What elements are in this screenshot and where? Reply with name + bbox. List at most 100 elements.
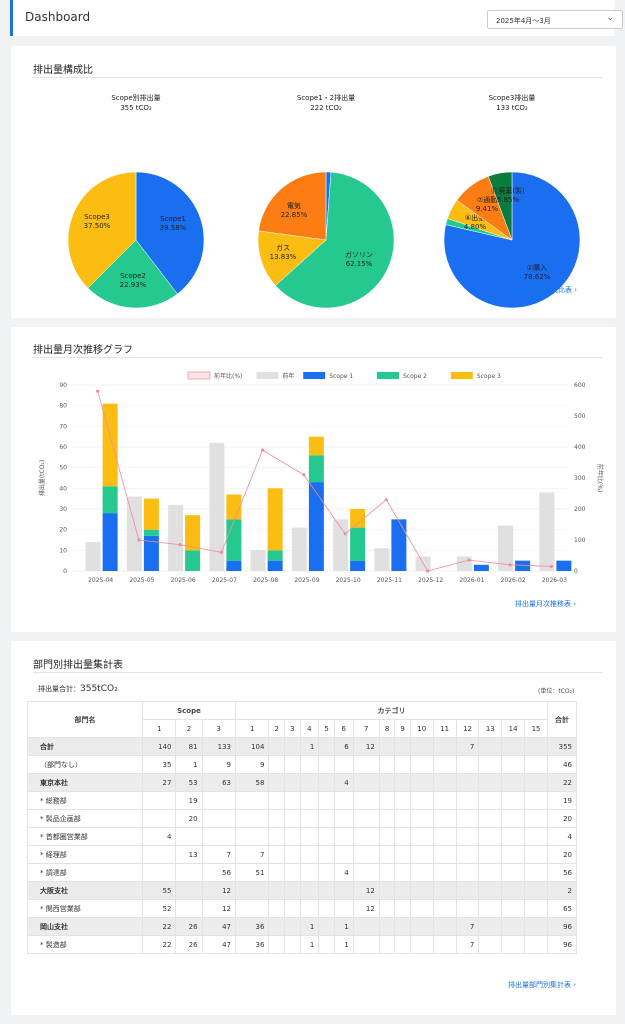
monthly-chart: 前年比(%) 前年 Scope 1 Scope 2 Scope 3 0 10 20 30 40 50… bbox=[38, 371, 604, 584]
scope-cell: 53 bbox=[175, 773, 203, 792]
cat-cell bbox=[378, 881, 396, 900]
y2-tick: 400 bbox=[574, 444, 586, 451]
monthly-table-link[interactable]: 排出量月次推移表 › bbox=[515, 600, 577, 608]
cat-cell bbox=[333, 899, 354, 918]
dept-table-link[interactable]: 排出量部門別集計表 › bbox=[508, 981, 577, 989]
bar-scope1 bbox=[556, 560, 572, 571]
bar-scope3 bbox=[185, 515, 201, 551]
cat-col-header: 1 bbox=[234, 719, 270, 738]
cat-cell bbox=[478, 809, 503, 828]
dept-table: 部門名 Scope カテゴリ 合計 1 2 3 1 2 3 4 5 6 7 8 9 10 11 12 13 14 15 合計… bbox=[27, 701, 577, 954]
scope-cell: 22 bbox=[141, 917, 177, 936]
y-tick: 40 bbox=[59, 485, 67, 492]
composition-table-link[interactable]: 排出量構成比表 › bbox=[523, 286, 578, 294]
dept-total-value: 355tCO₂ bbox=[80, 684, 118, 694]
cat-cell bbox=[378, 773, 396, 792]
scope-cell: 22 bbox=[141, 935, 177, 954]
cat-cell bbox=[478, 899, 503, 918]
x-tick: 2025-05 bbox=[129, 577, 154, 584]
scope-cell bbox=[141, 791, 177, 810]
cat-cell bbox=[318, 773, 335, 792]
cat-cell bbox=[299, 827, 320, 846]
cat-cell bbox=[318, 863, 335, 882]
cat-cell bbox=[394, 827, 411, 846]
total-cell: 355 bbox=[547, 737, 577, 756]
col-dept-name: 部門名 bbox=[27, 701, 143, 738]
cat-cell bbox=[378, 863, 396, 882]
y2-tick: 100 bbox=[574, 537, 586, 544]
cat-cell: 104 bbox=[234, 737, 270, 756]
cat-cell bbox=[394, 935, 411, 954]
cat-cell bbox=[455, 809, 480, 828]
cat-cell bbox=[501, 809, 526, 828]
ratio-point bbox=[302, 473, 306, 477]
cat-cell bbox=[394, 809, 411, 828]
bar-prev bbox=[374, 548, 390, 571]
col-total: 合計 bbox=[547, 701, 577, 738]
cat-cell bbox=[283, 845, 301, 864]
cat-cell bbox=[352, 935, 380, 954]
dept-name: * 経理部 bbox=[27, 845, 143, 864]
cat-cell bbox=[283, 917, 301, 936]
cat-cell: 1 bbox=[299, 917, 320, 936]
x-tick: 2025-04 bbox=[88, 577, 113, 584]
x-tick: 2025-11 bbox=[377, 577, 402, 584]
period-value: 2025年4月～3月 bbox=[496, 17, 551, 25]
cat-col-header: 4 bbox=[299, 719, 320, 738]
ratio-point bbox=[219, 550, 223, 554]
cat-cell bbox=[318, 881, 335, 900]
legend-label: Scope 3 bbox=[477, 373, 501, 380]
pie-total: 222 tCO₂ bbox=[310, 104, 342, 112]
table-header-row: 部門名 Scope カテゴリ 合計 bbox=[27, 701, 577, 738]
y-axis-label: 排出量(tCO₂) bbox=[38, 460, 46, 496]
cat-cell bbox=[318, 737, 335, 756]
table-row: * 製造部 22 26 47 36 1 1 7 96 bbox=[27, 935, 577, 954]
pie-slice bbox=[275, 171, 395, 309]
cat-cell bbox=[333, 881, 354, 900]
page-title: Dashboard bbox=[25, 10, 91, 24]
slice-label: Scope1 bbox=[160, 215, 186, 223]
cat-col-header: 5 bbox=[318, 719, 335, 738]
cat-cell: 1 bbox=[299, 737, 320, 756]
bar-scope1 bbox=[308, 482, 324, 571]
total-cell: 96 bbox=[547, 917, 577, 936]
cat-cell bbox=[333, 827, 354, 846]
ratio-point bbox=[467, 558, 471, 562]
x-tick: 2025-12 bbox=[418, 577, 443, 584]
table-row: 大阪支社 55 12 12 2 bbox=[27, 881, 577, 900]
ratio-point bbox=[96, 389, 100, 393]
cat-cell bbox=[501, 863, 526, 882]
bar-scope2 bbox=[267, 550, 283, 561]
cat-cell bbox=[478, 863, 503, 882]
bar-scope1 bbox=[143, 535, 159, 571]
cat-cell bbox=[352, 845, 380, 864]
cat-cell bbox=[378, 899, 396, 918]
dept-name: * 調達部 bbox=[27, 863, 143, 882]
cat-cell bbox=[409, 827, 434, 846]
ratio-point bbox=[508, 563, 512, 567]
cat-cell bbox=[432, 827, 457, 846]
cat-cell bbox=[299, 863, 320, 882]
bar-prev bbox=[168, 504, 184, 571]
cat-cell bbox=[352, 791, 380, 810]
cat-cell bbox=[501, 791, 526, 810]
scope-cell: 56 bbox=[201, 863, 237, 882]
scope-cell: 12 bbox=[201, 881, 237, 900]
total-cell: 65 bbox=[547, 899, 577, 918]
scope-cell bbox=[175, 881, 203, 900]
slice-label: Scope3 bbox=[84, 213, 110, 221]
cat-cell bbox=[283, 899, 301, 918]
period-select[interactable]: 2025年4月～3月 ⌄ bbox=[487, 10, 623, 29]
total-cell: 20 bbox=[547, 809, 577, 828]
slice-pct: 13.83% bbox=[270, 253, 297, 261]
cat-cell bbox=[501, 773, 526, 792]
cat-col-header: 14 bbox=[501, 719, 526, 738]
cat-cell bbox=[318, 809, 335, 828]
cat-cell bbox=[455, 791, 480, 810]
slice-pct: 39.58% bbox=[160, 224, 187, 232]
x-tick: 2025-10 bbox=[336, 577, 361, 584]
y2-tick: 600 bbox=[574, 382, 586, 389]
cat-cell bbox=[299, 845, 320, 864]
cat-cell: 58 bbox=[234, 773, 270, 792]
scope-cell: 26 bbox=[175, 917, 203, 936]
